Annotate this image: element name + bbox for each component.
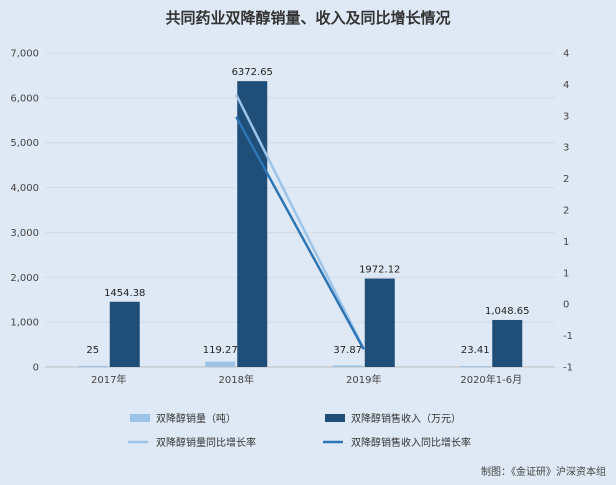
chart-title: 共同药业双降醇销量、收入及同比增长情况 <box>165 9 450 27</box>
legend-label: 双降醇销量同比增长率 <box>156 436 256 449</box>
bar <box>364 278 395 367</box>
y-right-tick: -1 <box>563 331 573 342</box>
y-left-tick: 2,000 <box>10 273 39 284</box>
y-right-tick: 1 <box>563 268 569 279</box>
legend-label: 双降醇销售收入（万元） <box>351 412 461 425</box>
y-left-tick: 5,000 <box>10 138 39 149</box>
y-right-tick: -1 <box>563 363 573 374</box>
y-left-tick: 1,000 <box>10 318 39 329</box>
y-left-tick: 0 <box>33 363 39 374</box>
bar <box>77 365 108 367</box>
y-right-tick: 4 <box>563 49 569 60</box>
bar <box>332 365 363 367</box>
x-tick-label: 2020年1-6月 <box>460 373 522 386</box>
source-note: 制图：《金证研》沪深资本组 <box>481 465 606 478</box>
left-axis-ticks: 0 1,000 2,000 3,000 4,000 5,000 6,000 7,000 <box>10 49 39 374</box>
bar <box>205 361 236 367</box>
y-right-tick: 1 <box>563 237 569 248</box>
y-right-tick: 0 <box>563 300 569 311</box>
legend-label: 双降醇销量（吨） <box>156 412 236 425</box>
data-label: 1454.38 <box>104 288 145 299</box>
y-right-tick: 2 <box>563 174 569 185</box>
data-label: 23.41 <box>461 345 490 356</box>
series-line <box>235 116 365 350</box>
series-line <box>235 94 365 350</box>
x-tick-label: 2018年 <box>219 373 254 386</box>
legend: 双降醇销量（吨） 双降醇销售收入（万元） 双降醇销量同比增长率 双降醇销售收入同比增长… <box>128 412 471 449</box>
x-axis: 2017年 2018年 2019年 2020年1-6月 <box>91 373 522 386</box>
bar <box>109 301 140 367</box>
legend-label: 双降醇销售收入同比增长率 <box>351 436 471 449</box>
y-left-tick: 6,000 <box>10 93 39 104</box>
data-label: 1,048.65 <box>485 306 530 317</box>
lines <box>235 94 365 350</box>
legend-swatch <box>130 414 150 422</box>
right-axis-ticks: -1 -1 0 1 1 2 2 3 3 4 4 <box>563 49 573 374</box>
y-left-tick: 3,000 <box>10 228 39 239</box>
bar <box>492 319 523 367</box>
data-label: 25 <box>86 345 99 356</box>
legend-swatch <box>325 414 345 422</box>
x-tick-label: 2017年 <box>91 373 126 386</box>
bars: 25 119.27 37.87 23.41 1454.38 6372.65 1972.12 1… <box>77 67 530 368</box>
data-label: 119.27 <box>203 345 238 356</box>
x-tick-label: 2019年 <box>346 373 381 386</box>
y-right-tick: 3 <box>563 143 569 154</box>
data-label: 6372.65 <box>232 67 273 78</box>
data-label: 1972.12 <box>359 265 400 276</box>
y-right-tick: 3 <box>563 111 569 122</box>
y-left-tick: 4,000 <box>10 183 39 194</box>
y-right-tick: 4 <box>563 80 569 91</box>
y-right-tick: 2 <box>563 206 569 217</box>
data-label: 37.87 <box>333 345 362 356</box>
bar <box>460 365 491 367</box>
y-left-tick: 7,000 <box>10 49 39 60</box>
